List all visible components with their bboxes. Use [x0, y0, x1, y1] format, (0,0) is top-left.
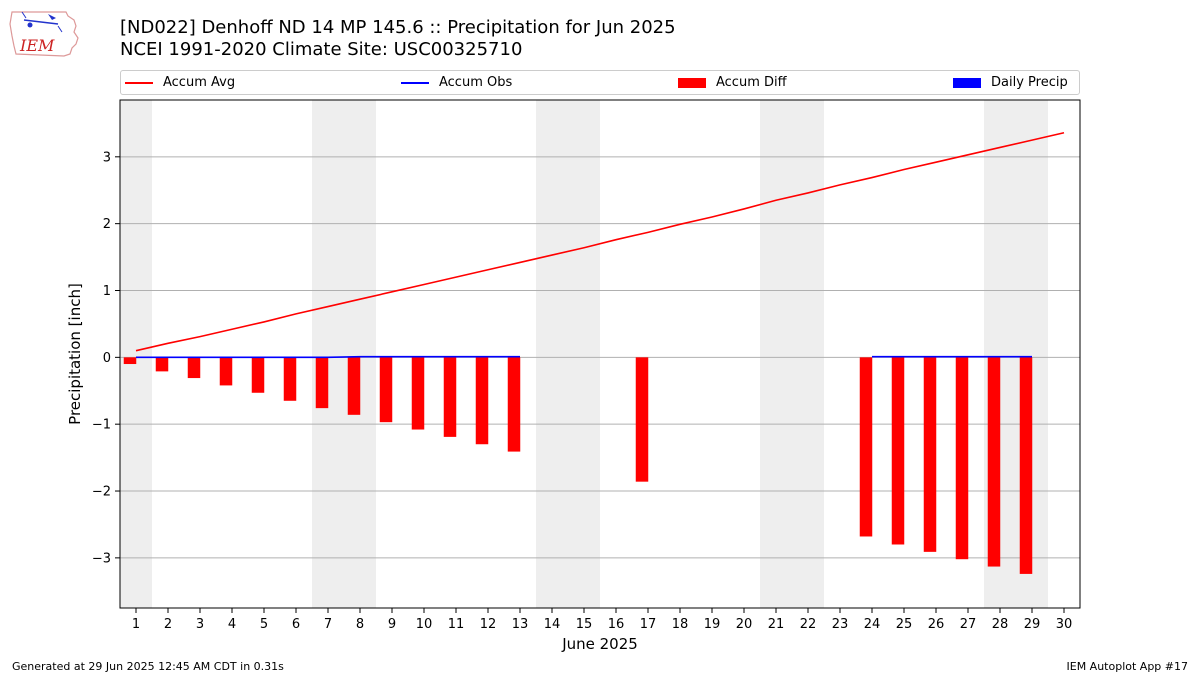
- chart-title: [ND022] Denhoff ND 14 MP 145.6 :: Precip…: [120, 17, 676, 38]
- footer-app-text: IEM Autoplot App #17: [1066, 660, 1189, 673]
- x-axis-label: June 2025: [561, 635, 638, 653]
- chart-subtitle: NCEI 1991-2020 Climate Site: USC00325710: [120, 39, 523, 60]
- accum-diff-bars-group: [123, 357, 1033, 574]
- x-tick-label: 19: [704, 617, 721, 632]
- iem-logo: IEM: [9, 11, 79, 57]
- x-tick-label: 23: [832, 617, 849, 632]
- x-axis: 1 2 3 4 5 6 7 8 9 10 11 12 13 14 15 16 17 18 19 20 21 22 23 24 2…: [132, 608, 1072, 632]
- x-tick-label: 4: [228, 617, 236, 632]
- x-tick-label: 10: [416, 617, 433, 632]
- x-tick-label: 29: [1024, 617, 1041, 632]
- iowa-state-outline: [9, 11, 79, 57]
- accum-diff-bar: [859, 357, 873, 537]
- accum-diff-bar: [635, 357, 649, 482]
- y-tick-label: 0: [103, 351, 111, 366]
- accum-diff-bar: [123, 357, 137, 365]
- x-tick-label: 28: [992, 617, 1009, 632]
- legend-label-daily-precip: Daily Precip: [991, 75, 1068, 90]
- y-tick-label: 2: [103, 217, 111, 232]
- accum-diff-bar: [411, 357, 425, 430]
- x-tick-label: 15: [576, 617, 593, 632]
- x-tick-label: 14: [544, 617, 561, 632]
- legend-label-accum-obs: Accum Obs: [439, 75, 513, 90]
- weekend-shade-3: [760, 100, 824, 608]
- y-axis-label: Precipitation [inch]: [66, 283, 84, 425]
- x-tick-label: 25: [896, 617, 913, 632]
- accum-obs-line-segment-0: [136, 355, 520, 359]
- x-tick-label: 9: [388, 617, 396, 632]
- x-tick-label: 24: [864, 617, 881, 632]
- x-tick-label: 5: [260, 617, 268, 632]
- y-tick-label: −1: [92, 418, 111, 433]
- x-tick-label: 27: [960, 617, 977, 632]
- accum-diff-bar: [891, 357, 905, 545]
- x-tick-label: 16: [608, 617, 625, 632]
- accum-diff-bar: [1019, 357, 1033, 574]
- x-tick-label: 26: [928, 617, 945, 632]
- x-tick-label: 3: [196, 617, 204, 632]
- y-tick-label: 1: [103, 284, 111, 299]
- x-tick-label: 17: [640, 617, 657, 632]
- accum-diff-bar: [347, 357, 361, 415]
- y-axis: −3 −2 −1 0 1 2 3: [92, 150, 120, 566]
- x-tick-label: 12: [480, 617, 497, 632]
- y-tick-label: −2: [92, 485, 111, 500]
- x-tick-label: 21: [768, 617, 785, 632]
- logo-text: IEM: [19, 36, 55, 55]
- legend-swatch-accum-diff: [678, 77, 706, 88]
- accum-diff-bar: [283, 357, 297, 401]
- x-tick-label: 8: [356, 617, 364, 632]
- x-tick-label: 30: [1056, 617, 1073, 632]
- x-tick-label: 18: [672, 617, 689, 632]
- accum-diff-bar: [475, 357, 489, 445]
- accum-diff-bar: [251, 357, 265, 393]
- x-tick-label: 2: [164, 617, 172, 632]
- legend-swatch-accum-obs: [401, 81, 429, 84]
- weekend-shade-2: [536, 100, 600, 608]
- x-tick-label: 22: [800, 617, 817, 632]
- legend-swatch-accum-avg: [125, 81, 153, 84]
- accum-diff-bar: [379, 357, 393, 423]
- x-tick-label: 6: [292, 617, 300, 632]
- x-tick-label: 7: [324, 617, 332, 632]
- legend-item-accum-obs: Accum Obs: [401, 74, 512, 91]
- legend-item-daily-precip: Daily Precip: [953, 74, 1068, 91]
- y-tick-label: 3: [103, 150, 111, 165]
- accum-avg-line: [135, 131, 1065, 352]
- lines-group: [135, 131, 1065, 359]
- accum-diff-bar: [187, 357, 201, 379]
- accum-diff-bar: [955, 357, 969, 560]
- legend-item-accum-avg: Accum Avg: [125, 74, 235, 91]
- x-tick-label: 11: [448, 617, 465, 632]
- accum-diff-bar: [219, 357, 233, 386]
- legend-swatch-daily-precip: [953, 77, 981, 88]
- legend-label-accum-avg: Accum Avg: [163, 75, 236, 90]
- x-tick-label: 20: [736, 617, 753, 632]
- legend-item-accum-diff: Accum Diff: [678, 74, 787, 91]
- weekend-shade-1: [312, 100, 376, 608]
- accum-diff-bar: [507, 357, 521, 452]
- footer-generated-text: Generated at 29 Jun 2025 12:45 AM CDT in…: [12, 660, 284, 673]
- accum-diff-bar: [155, 357, 169, 372]
- x-tick-label: 1: [132, 617, 140, 632]
- accum-diff-bar: [443, 357, 457, 437]
- x-tick-label: 13: [512, 617, 529, 632]
- legend: Accum Avg Accum Obs Accum Diff Daily Pre…: [120, 70, 1080, 95]
- accum-diff-bar: [315, 357, 329, 409]
- accum-diff-bar: [987, 357, 1001, 567]
- plot-frame: [119, 99, 1081, 609]
- y-tick-label: −3: [92, 551, 111, 566]
- legend-label-accum-diff: Accum Diff: [716, 75, 787, 90]
- accum-diff-bar: [923, 357, 937, 552]
- weekend-shade-0: [120, 100, 152, 608]
- weekend-shading-group: [120, 100, 1048, 608]
